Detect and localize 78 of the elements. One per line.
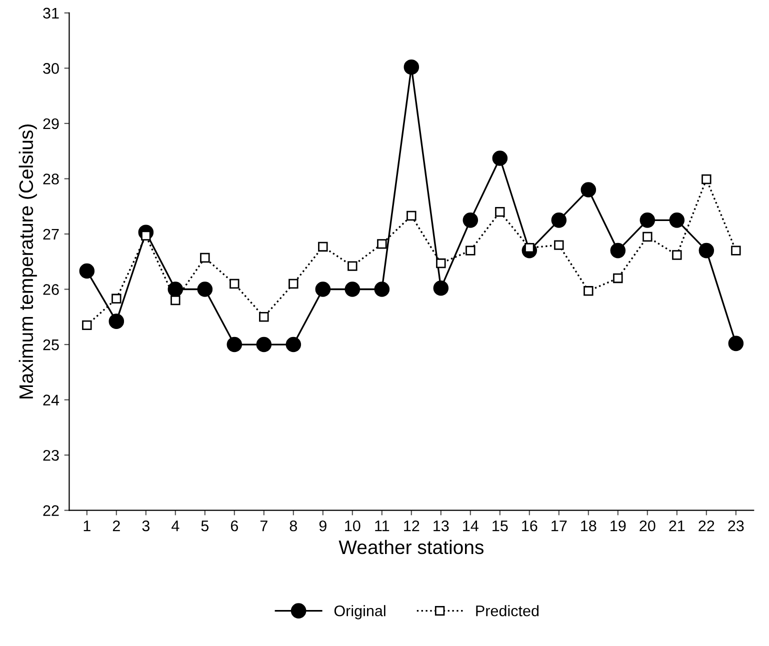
point — [610, 242, 626, 258]
x-tick-label: 16 — [522, 520, 538, 532]
y-tick-label: 24 — [43, 394, 60, 406]
point — [112, 294, 122, 304]
point — [492, 150, 508, 166]
point — [288, 278, 298, 289]
x-tick-label: 13 — [434, 520, 449, 532]
y-tick-label: 26 — [43, 284, 59, 295]
point — [374, 282, 390, 297]
point — [672, 250, 682, 260]
point — [170, 295, 180, 306]
point — [79, 263, 95, 279]
point — [108, 314, 124, 329]
y-tick-label: 30 — [43, 63, 59, 74]
x-tick-label: 21 — [669, 520, 685, 532]
point — [584, 286, 594, 296]
x-axis-title: Weather stations — [338, 540, 484, 554]
point — [613, 273, 623, 284]
point — [551, 212, 567, 228]
x-tick-label: 20 — [640, 520, 656, 532]
point — [82, 320, 92, 330]
point — [495, 207, 505, 217]
point — [702, 174, 712, 184]
x-tick-label: 22 — [698, 520, 714, 532]
x-tick-label: 14 — [463, 520, 478, 532]
point — [318, 242, 328, 252]
point — [348, 261, 358, 271]
y-tick-label: 28 — [43, 174, 59, 184]
point — [230, 278, 240, 289]
point — [259, 312, 269, 322]
y-tick-label: 31 — [43, 8, 59, 19]
y-tick-label: 23 — [43, 450, 59, 461]
point — [344, 282, 360, 297]
point — [433, 280, 449, 296]
x-tick-label: 2 — [112, 520, 120, 532]
x-tick-label: 1 — [84, 520, 90, 532]
point — [466, 246, 476, 256]
x-tick-label: 7 — [260, 520, 268, 532]
x-tick-label: 10 — [345, 520, 360, 532]
y-axis-title: Maximum temperature (Celsius) — [18, 124, 37, 398]
point — [554, 240, 564, 250]
point — [256, 336, 272, 352]
point — [404, 59, 420, 75]
point — [642, 232, 652, 242]
x-tick-label: 5 — [201, 520, 209, 532]
legend-label: Original — [334, 605, 386, 620]
x-tick-label: 11 — [375, 520, 390, 532]
x-tick-label: 19 — [610, 520, 626, 532]
x-tick-label: 15 — [492, 520, 508, 532]
y-tick-label: 22 — [43, 505, 59, 516]
x-tick-label: 6 — [230, 520, 238, 532]
point — [698, 242, 714, 258]
x-tick-label: 12 — [404, 520, 420, 532]
point — [580, 182, 596, 198]
point — [286, 336, 302, 352]
legend-label: Predicted — [476, 605, 539, 616]
y-tick-label: 27 — [43, 228, 59, 240]
point — [728, 336, 744, 352]
point — [640, 212, 656, 228]
x-tick-label: 9 — [319, 520, 326, 532]
x-tick-label: 8 — [290, 520, 297, 532]
y-tick-label: 29 — [43, 118, 59, 130]
point — [462, 212, 478, 228]
point — [200, 252, 210, 263]
point — [226, 336, 242, 352]
x-tick-label: 17 — [552, 520, 567, 532]
point — [406, 210, 416, 221]
x-tick-label: 4 — [172, 520, 180, 532]
y-tick-label: 25 — [43, 339, 59, 350]
x-tick-label: 3 — [142, 520, 150, 532]
point — [669, 212, 685, 228]
point — [731, 246, 741, 256]
point — [315, 282, 331, 297]
point — [377, 239, 387, 249]
point — [436, 258, 446, 268]
x-tick-label: 18 — [581, 520, 596, 532]
x-tick-label: 23 — [728, 520, 744, 532]
point — [197, 282, 213, 297]
